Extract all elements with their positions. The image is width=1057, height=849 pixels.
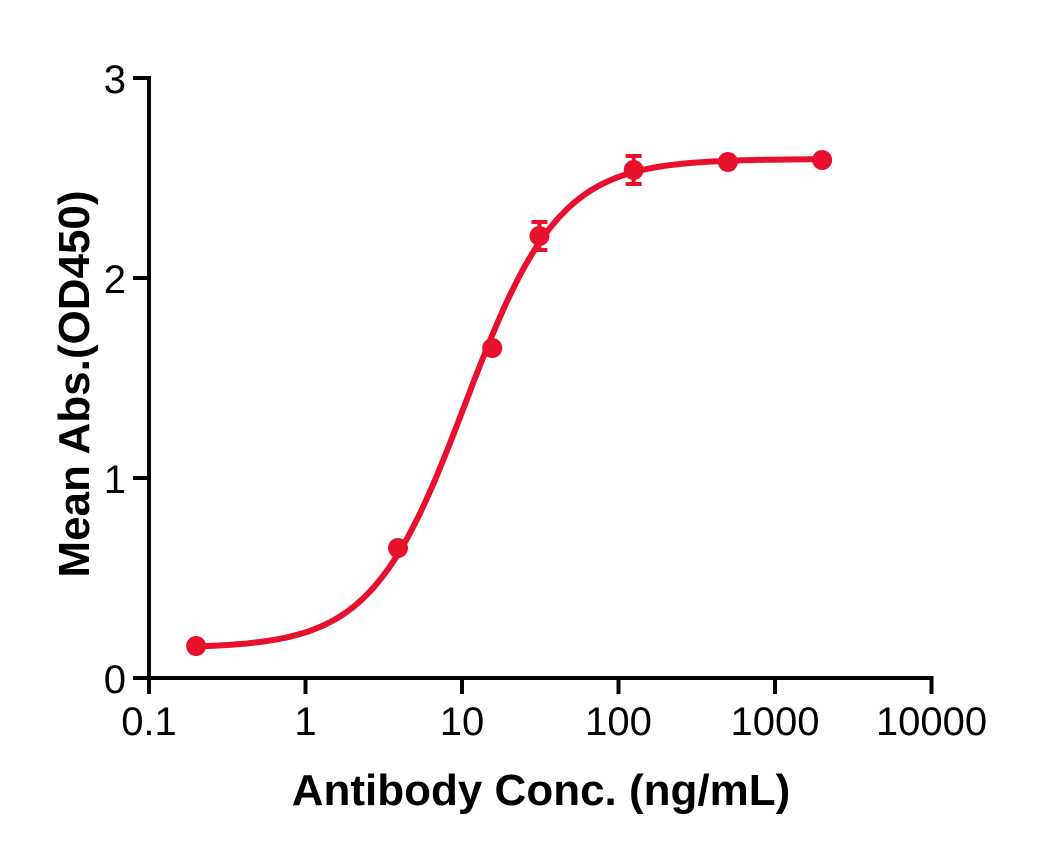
data-point-marker [529,226,550,246]
y-tick-label: 2 [104,258,126,302]
data-point-marker [186,636,207,656]
data-point-marker [388,538,409,558]
x-tick-label: 10 [440,700,485,744]
fit-curve [193,156,826,650]
y-tick-label: 0 [104,658,126,702]
x-tick-label: 100 [585,700,652,744]
y-tick-label: 3 [104,58,126,102]
data-point-marker [482,338,503,358]
y-axis-title: Mean Abs.(OD450) [50,190,99,578]
data-point-marker [812,150,833,170]
x-tick-label: 1 [294,700,316,744]
x-tick-label: 1000 [731,700,820,744]
x-tick-label: 10000 [876,700,987,744]
y-tick-label: 1 [104,458,126,502]
x-tick-label: 0.1 [121,700,177,744]
data-point-marker [623,160,644,180]
data-point-marker [717,152,738,172]
x-axis-title: Antibody Conc. (ng/mL) [291,766,791,815]
